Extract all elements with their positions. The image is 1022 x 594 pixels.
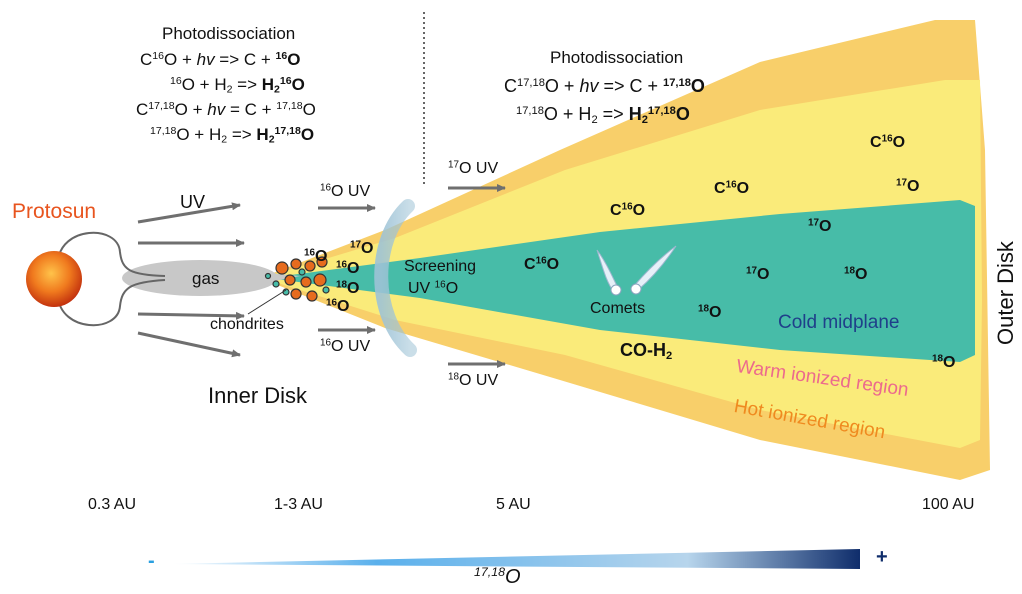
reaction-left-4: 17,18O + H2 => H217,18O [150, 125, 315, 146]
distance-100au: 100 AU [922, 496, 975, 513]
gradient-plus: + [876, 546, 888, 568]
gradient-bar [170, 549, 860, 569]
isotope-16o-b: 16O [336, 259, 360, 277]
distance-5au: 5 AU [496, 496, 531, 513]
isotope-17o-a: 17O [350, 239, 374, 257]
uv-arrow-1 [137, 202, 241, 224]
inner-disk-label: Inner Disk [208, 383, 308, 408]
uv-label: UV [180, 192, 206, 212]
gas-label: gas [192, 269, 220, 288]
isotope-16o-a: 16O [304, 247, 328, 265]
gas-cloud [122, 260, 278, 296]
uv18-label: 18O UV [448, 371, 499, 389]
screening-shield [374, 199, 417, 357]
screening-uv-label: UV 16O [408, 279, 459, 297]
reaction-left-1: C16O + hv => C + 16O [140, 50, 301, 69]
chondrites-pointer [247, 289, 287, 315]
cold-midplane-label: Cold midplane [778, 312, 900, 333]
isotope-17o-d: 17O [746, 265, 770, 283]
comets-label: Comets [590, 300, 646, 317]
field-loop [57, 231, 166, 327]
isotope-18o-b: 18O [844, 265, 868, 283]
reaction-left-2: 16O + H2 => H216O [170, 75, 305, 96]
isotope-18o-c: 18O [698, 303, 722, 321]
distance-1-3au: 1-3 AU [274, 496, 323, 513]
outer-disk-label: Outer Disk [993, 241, 1018, 345]
isotope-c16o-3: C16O [714, 179, 750, 197]
isotope-c16o-1: C16O [524, 255, 560, 273]
gradient-minus: - [148, 550, 155, 572]
protosun-icon [26, 251, 82, 307]
isotope-c16o-4: C16O [870, 133, 906, 151]
distance-0-3au: 0.3 AU [88, 496, 137, 513]
co-h2-label: CO-H2 [620, 340, 673, 362]
isotope-16o-c: 16O [326, 297, 350, 315]
chondrite-cluster [264, 256, 330, 302]
protosun-label: Protosun [12, 200, 97, 223]
isotope-18o-a: 18O [336, 279, 360, 297]
isotope-18o-d: 18O [932, 353, 956, 371]
uv-arrow-3 [137, 311, 245, 320]
uv-arrow-4 [137, 331, 241, 358]
isotope-17o-c: 17O [808, 217, 832, 235]
gradient-label: 17,18O [474, 565, 521, 588]
reaction-right-1: C17,18O + hv => C + 17,18O [504, 76, 705, 96]
cold-midplane-band [268, 200, 975, 362]
isotope-17o-b: 17O [896, 177, 920, 195]
comet-icon [596, 245, 677, 296]
reaction-left-3: C17,18O + hv = C + 17,18O [136, 100, 316, 119]
isotope-c16o-2: C16O [610, 201, 646, 219]
uv16-bottom-label: 16O UV [320, 337, 371, 355]
photodissociation-right-title: Photodissociation [550, 48, 684, 67]
screening-label: Screening [404, 258, 477, 275]
uv16-top-label: 16O UV [320, 182, 371, 200]
reaction-right-2: 17,18O + H2 => H217,18O [516, 104, 690, 126]
chondrites-label: chondrites [210, 316, 284, 333]
uv17-label: 17O UV [448, 159, 499, 177]
photodissociation-left-title: Photodissociation [162, 24, 296, 43]
